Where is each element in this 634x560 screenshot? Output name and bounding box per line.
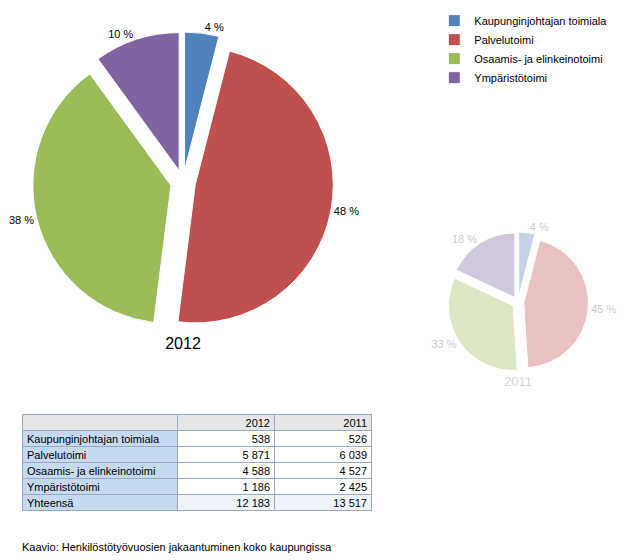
html-text:2011: 2011 [343, 416, 367, 429]
svg-text:Osaamis- ja elinkeinotoimi: Osaamis- ja elinkeinotoimi [474, 53, 602, 65]
svg-text:2011: 2011 [504, 374, 532, 389]
html-text:4 588: 4 588 [242, 464, 270, 477]
svg-text:Kaupunginjohtajan toimiala: Kaupunginjohtajan toimiala [474, 15, 607, 27]
html-text:12 183: 12 183 [236, 496, 270, 509]
html-text:6 039: 6 039 [339, 448, 367, 461]
svg-text:45 %: 45 % [591, 303, 616, 315]
svg-text:10 %: 10 % [108, 28, 133, 40]
html-text:4 527: 4 527 [339, 464, 367, 477]
html-text:1 186: 1 186 [242, 480, 270, 493]
html-text:Osaamis- ja elinkeinotoimi: Osaamis- ja elinkeinotoimi [27, 464, 156, 477]
html-text:538: 538 [251, 432, 270, 445]
html-text:2012: 2012 [245, 416, 270, 429]
html-text:Kaupunginjohtajan toimiala: Kaupunginjohtajan toimiala [27, 432, 160, 445]
svg-text:2012: 2012 [165, 335, 201, 352]
svg-text:Palvelutoimi: Palvelutoimi [474, 34, 533, 46]
svg-text:38 %: 38 % [9, 214, 34, 226]
html-text:Ympäristötoimi: Ympäristötoimi [27, 480, 100, 493]
html-text:5 871: 5 871 [242, 448, 270, 461]
html-text:526: 526 [348, 432, 367, 445]
html-text:2 425: 2 425 [339, 480, 367, 493]
svg-text:18 %: 18 % [452, 233, 477, 245]
html-text:Yhteensä: Yhteensä [27, 496, 74, 509]
html-text:13 517: 13 517 [333, 496, 367, 509]
svg-text:4 %: 4 % [205, 21, 224, 33]
html-text:Kaavio: Henkilöstötyövuosien j: Kaavio: Henkilöstötyövuosien jakaantumin… [22, 541, 332, 553]
svg-text:Ympäristötoimi: Ympäristötoimi [474, 72, 547, 84]
svg-text:4 %: 4 % [530, 221, 549, 233]
svg-text:48 %: 48 % [334, 205, 359, 217]
html-text:Palvelutoimi: Palvelutoimi [27, 448, 87, 461]
svg-text:33 %: 33 % [431, 338, 456, 350]
